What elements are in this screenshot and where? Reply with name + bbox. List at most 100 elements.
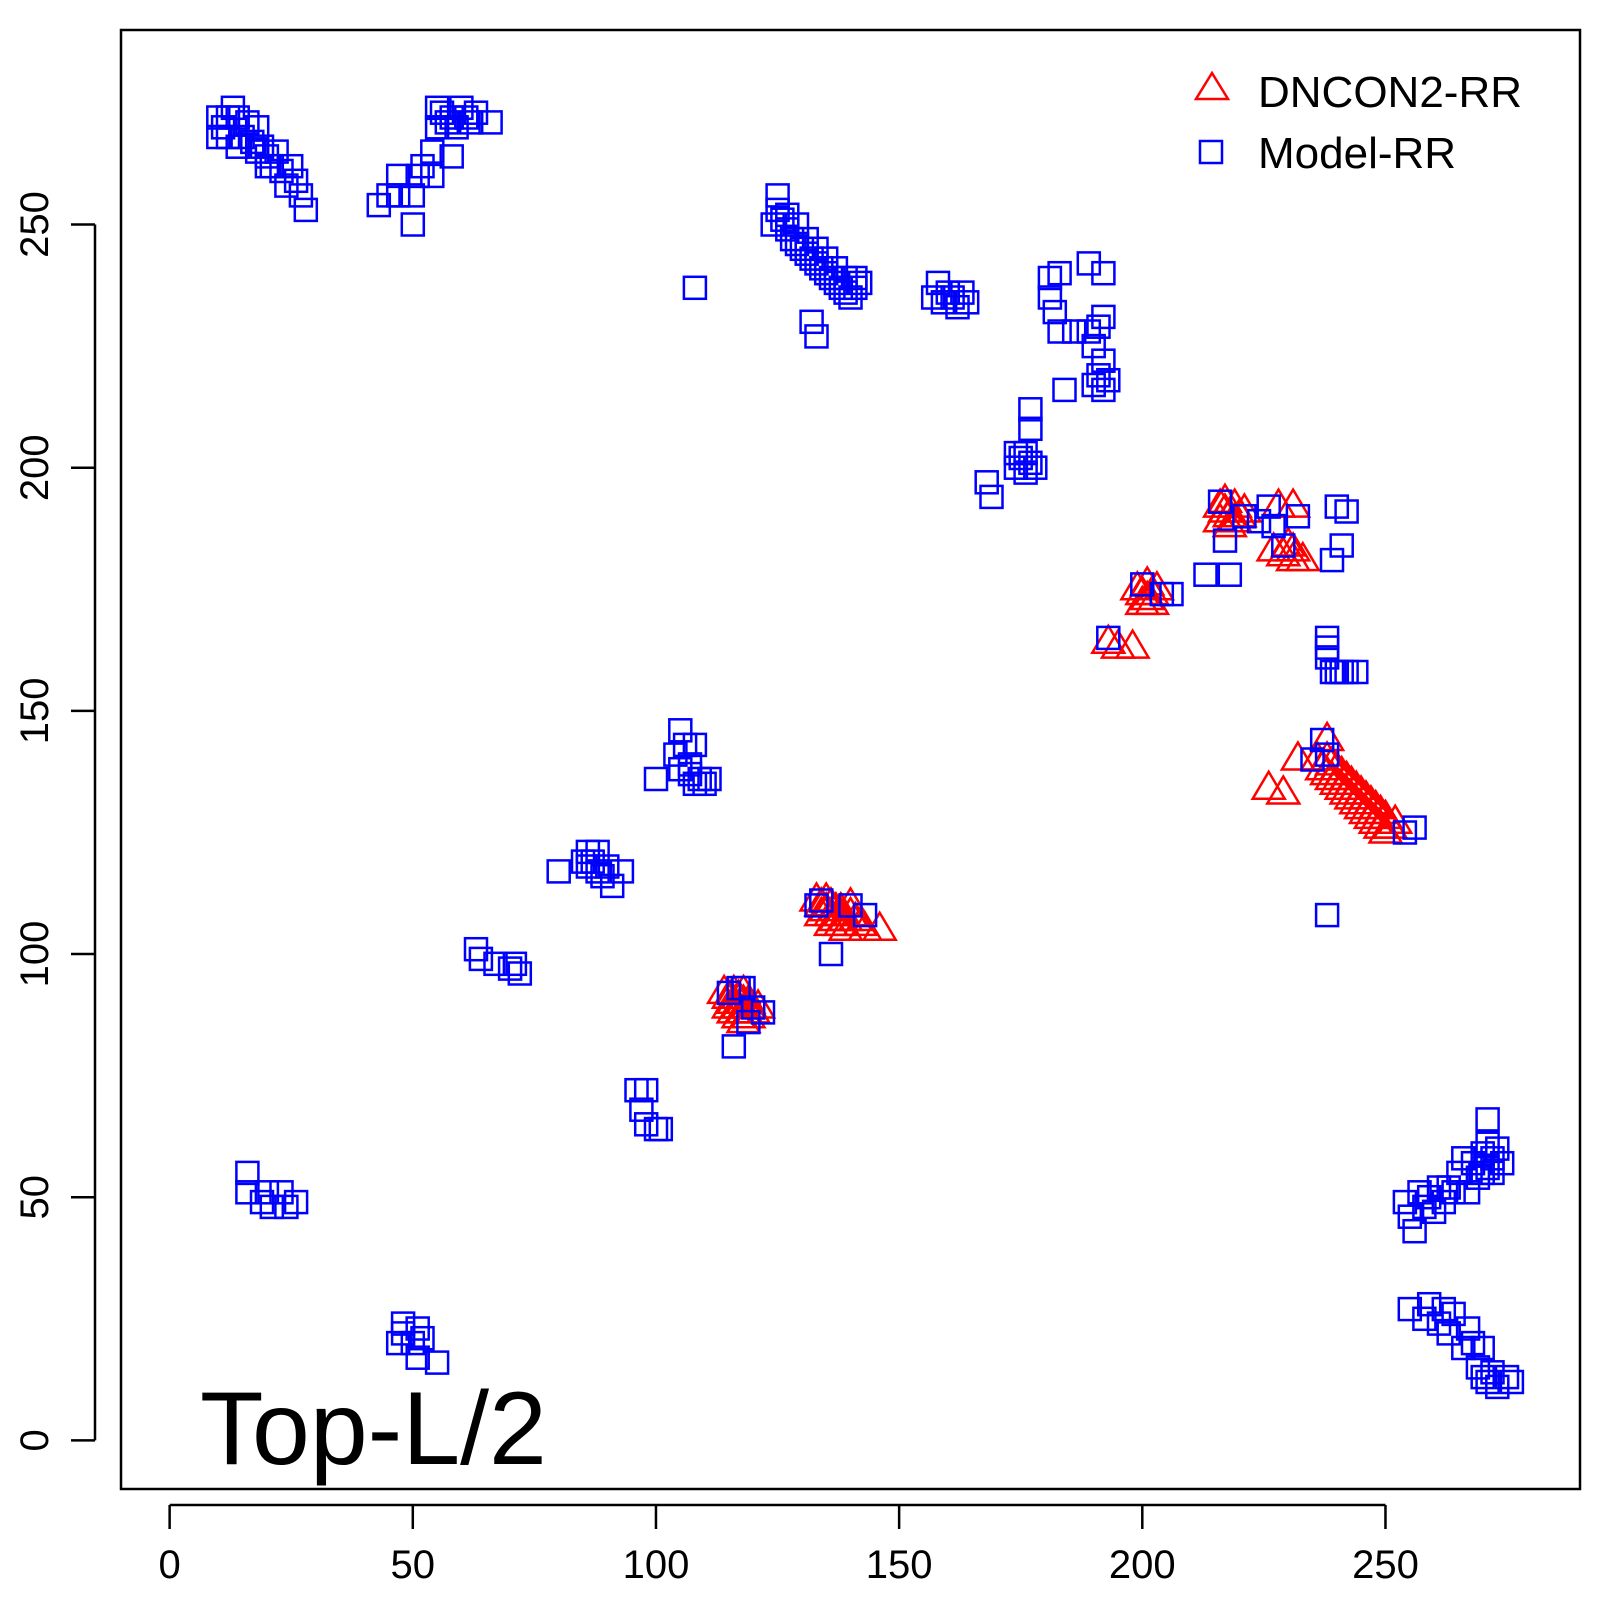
model-rr-point — [575, 854, 601, 879]
model-rr-point — [682, 275, 708, 301]
model-rr-point — [274, 1194, 299, 1220]
model-rr-point — [1480, 1160, 1505, 1186]
x-tick-label: 50 — [391, 1543, 436, 1587]
model-rr-point — [784, 231, 810, 257]
model-rr-point — [843, 265, 868, 291]
model-rr-point — [818, 941, 844, 967]
model-rr-point — [283, 168, 309, 194]
model-rr-point — [1018, 450, 1043, 476]
model-rr-point — [852, 902, 878, 928]
model-rr-point — [288, 183, 314, 208]
model-rr-point — [1480, 1360, 1505, 1385]
model-rr-point — [1397, 1296, 1423, 1322]
model-rr-point — [813, 260, 839, 286]
model-rr-point — [400, 212, 426, 237]
model-rr-point — [668, 718, 693, 743]
data-markers — [206, 95, 1525, 1400]
model-rr-point — [633, 1077, 659, 1103]
model-rr-point — [1402, 815, 1427, 840]
model-rr-point — [240, 129, 265, 155]
model-rr-point — [1008, 445, 1033, 471]
model-rr-point — [682, 771, 708, 797]
model-rr-point — [1081, 333, 1106, 359]
model-rr-point — [1485, 1136, 1510, 1161]
model-rr-point — [220, 95, 246, 121]
model-rr-point — [405, 1316, 430, 1341]
model-rr-point — [206, 105, 231, 130]
model-rr-point — [1018, 416, 1043, 442]
model-rr-point — [1402, 1218, 1427, 1244]
model-rr-point — [1314, 625, 1340, 651]
model-rr-point — [1412, 1306, 1437, 1332]
dncon2-rr-point — [725, 973, 762, 1005]
model-rr-point — [502, 951, 528, 977]
model-rr-point — [454, 105, 479, 130]
model-rr-point — [847, 270, 873, 296]
model-rr-point — [429, 100, 455, 125]
model-rr-point — [1256, 494, 1281, 519]
model-rr-point — [244, 139, 270, 164]
model-rr-point — [366, 192, 392, 218]
model-rr-point — [1013, 440, 1038, 466]
x-axis: 0 50 100 150 200 250 — [159, 1503, 1419, 1587]
model-rr-point — [609, 859, 635, 884]
model-rr-point — [1499, 1369, 1525, 1395]
model-rr-point — [1047, 319, 1072, 344]
model-rr-point — [424, 1350, 450, 1375]
model-rr-point — [405, 163, 430, 189]
model-rr-point — [1480, 1146, 1505, 1171]
model-rr-point — [1081, 372, 1106, 398]
model-rr-point — [813, 246, 839, 271]
model-rr-point — [1300, 747, 1325, 772]
model-rr-point — [400, 183, 426, 208]
model-rr-point — [838, 285, 863, 310]
model-rr-point — [463, 100, 489, 125]
dncon2-rr-point — [1362, 793, 1399, 825]
model-rr-point — [254, 153, 280, 179]
x-tick-label: 150 — [866, 1543, 933, 1587]
model-rr-point — [1052, 377, 1077, 403]
model-rr-point — [1465, 1165, 1491, 1190]
model-rr-point — [1018, 397, 1043, 422]
y-tick-label: 100 — [13, 921, 57, 988]
model-rr-point — [765, 183, 790, 208]
model-rr-point — [1096, 367, 1121, 393]
model-rr-point — [1207, 489, 1233, 514]
model-rr-point — [1470, 1335, 1495, 1361]
model-rr-point — [974, 470, 999, 495]
model-rr-point — [1451, 1146, 1476, 1171]
model-rr-point — [264, 139, 289, 164]
y-tick-label: 50 — [13, 1175, 57, 1220]
model-rr-point — [784, 212, 810, 237]
model-rr-point — [585, 859, 610, 884]
model-rr-point — [1091, 260, 1116, 286]
model-rr-point — [716, 980, 742, 1006]
model-rr-point — [1159, 581, 1184, 607]
model-rr-point — [750, 1000, 776, 1025]
model-rr-point — [507, 961, 533, 986]
model-rr-point — [1392, 820, 1418, 845]
model-rr-point — [1451, 1335, 1476, 1361]
model-rr-point — [682, 732, 708, 758]
model-rr-point — [1475, 1131, 1500, 1156]
model-rr-point — [1193, 562, 1218, 587]
model-rr-point — [823, 270, 849, 296]
legend: DNCON2-RR Model-RR — [1193, 68, 1522, 178]
model-rr-point — [439, 144, 464, 169]
plot-frame — [119, 28, 1582, 1491]
model-rr-point — [1329, 533, 1354, 558]
model-rr-point — [1421, 1199, 1447, 1225]
model-rr-point — [935, 280, 961, 305]
model-rr-point — [1037, 285, 1063, 310]
model-rr-point — [1271, 533, 1296, 558]
model-rr-point — [463, 936, 489, 962]
model-rr-point — [483, 951, 508, 977]
model-rr-point — [1412, 1194, 1437, 1220]
model-rr-point — [804, 893, 829, 918]
model-rr-point — [736, 1009, 761, 1035]
dncon2-rr-point — [1114, 628, 1151, 659]
model-rr-point — [1314, 902, 1340, 928]
x-tick-label: 200 — [1109, 1543, 1176, 1587]
model-rr-point — [677, 752, 703, 777]
model-rr-point — [424, 95, 450, 121]
